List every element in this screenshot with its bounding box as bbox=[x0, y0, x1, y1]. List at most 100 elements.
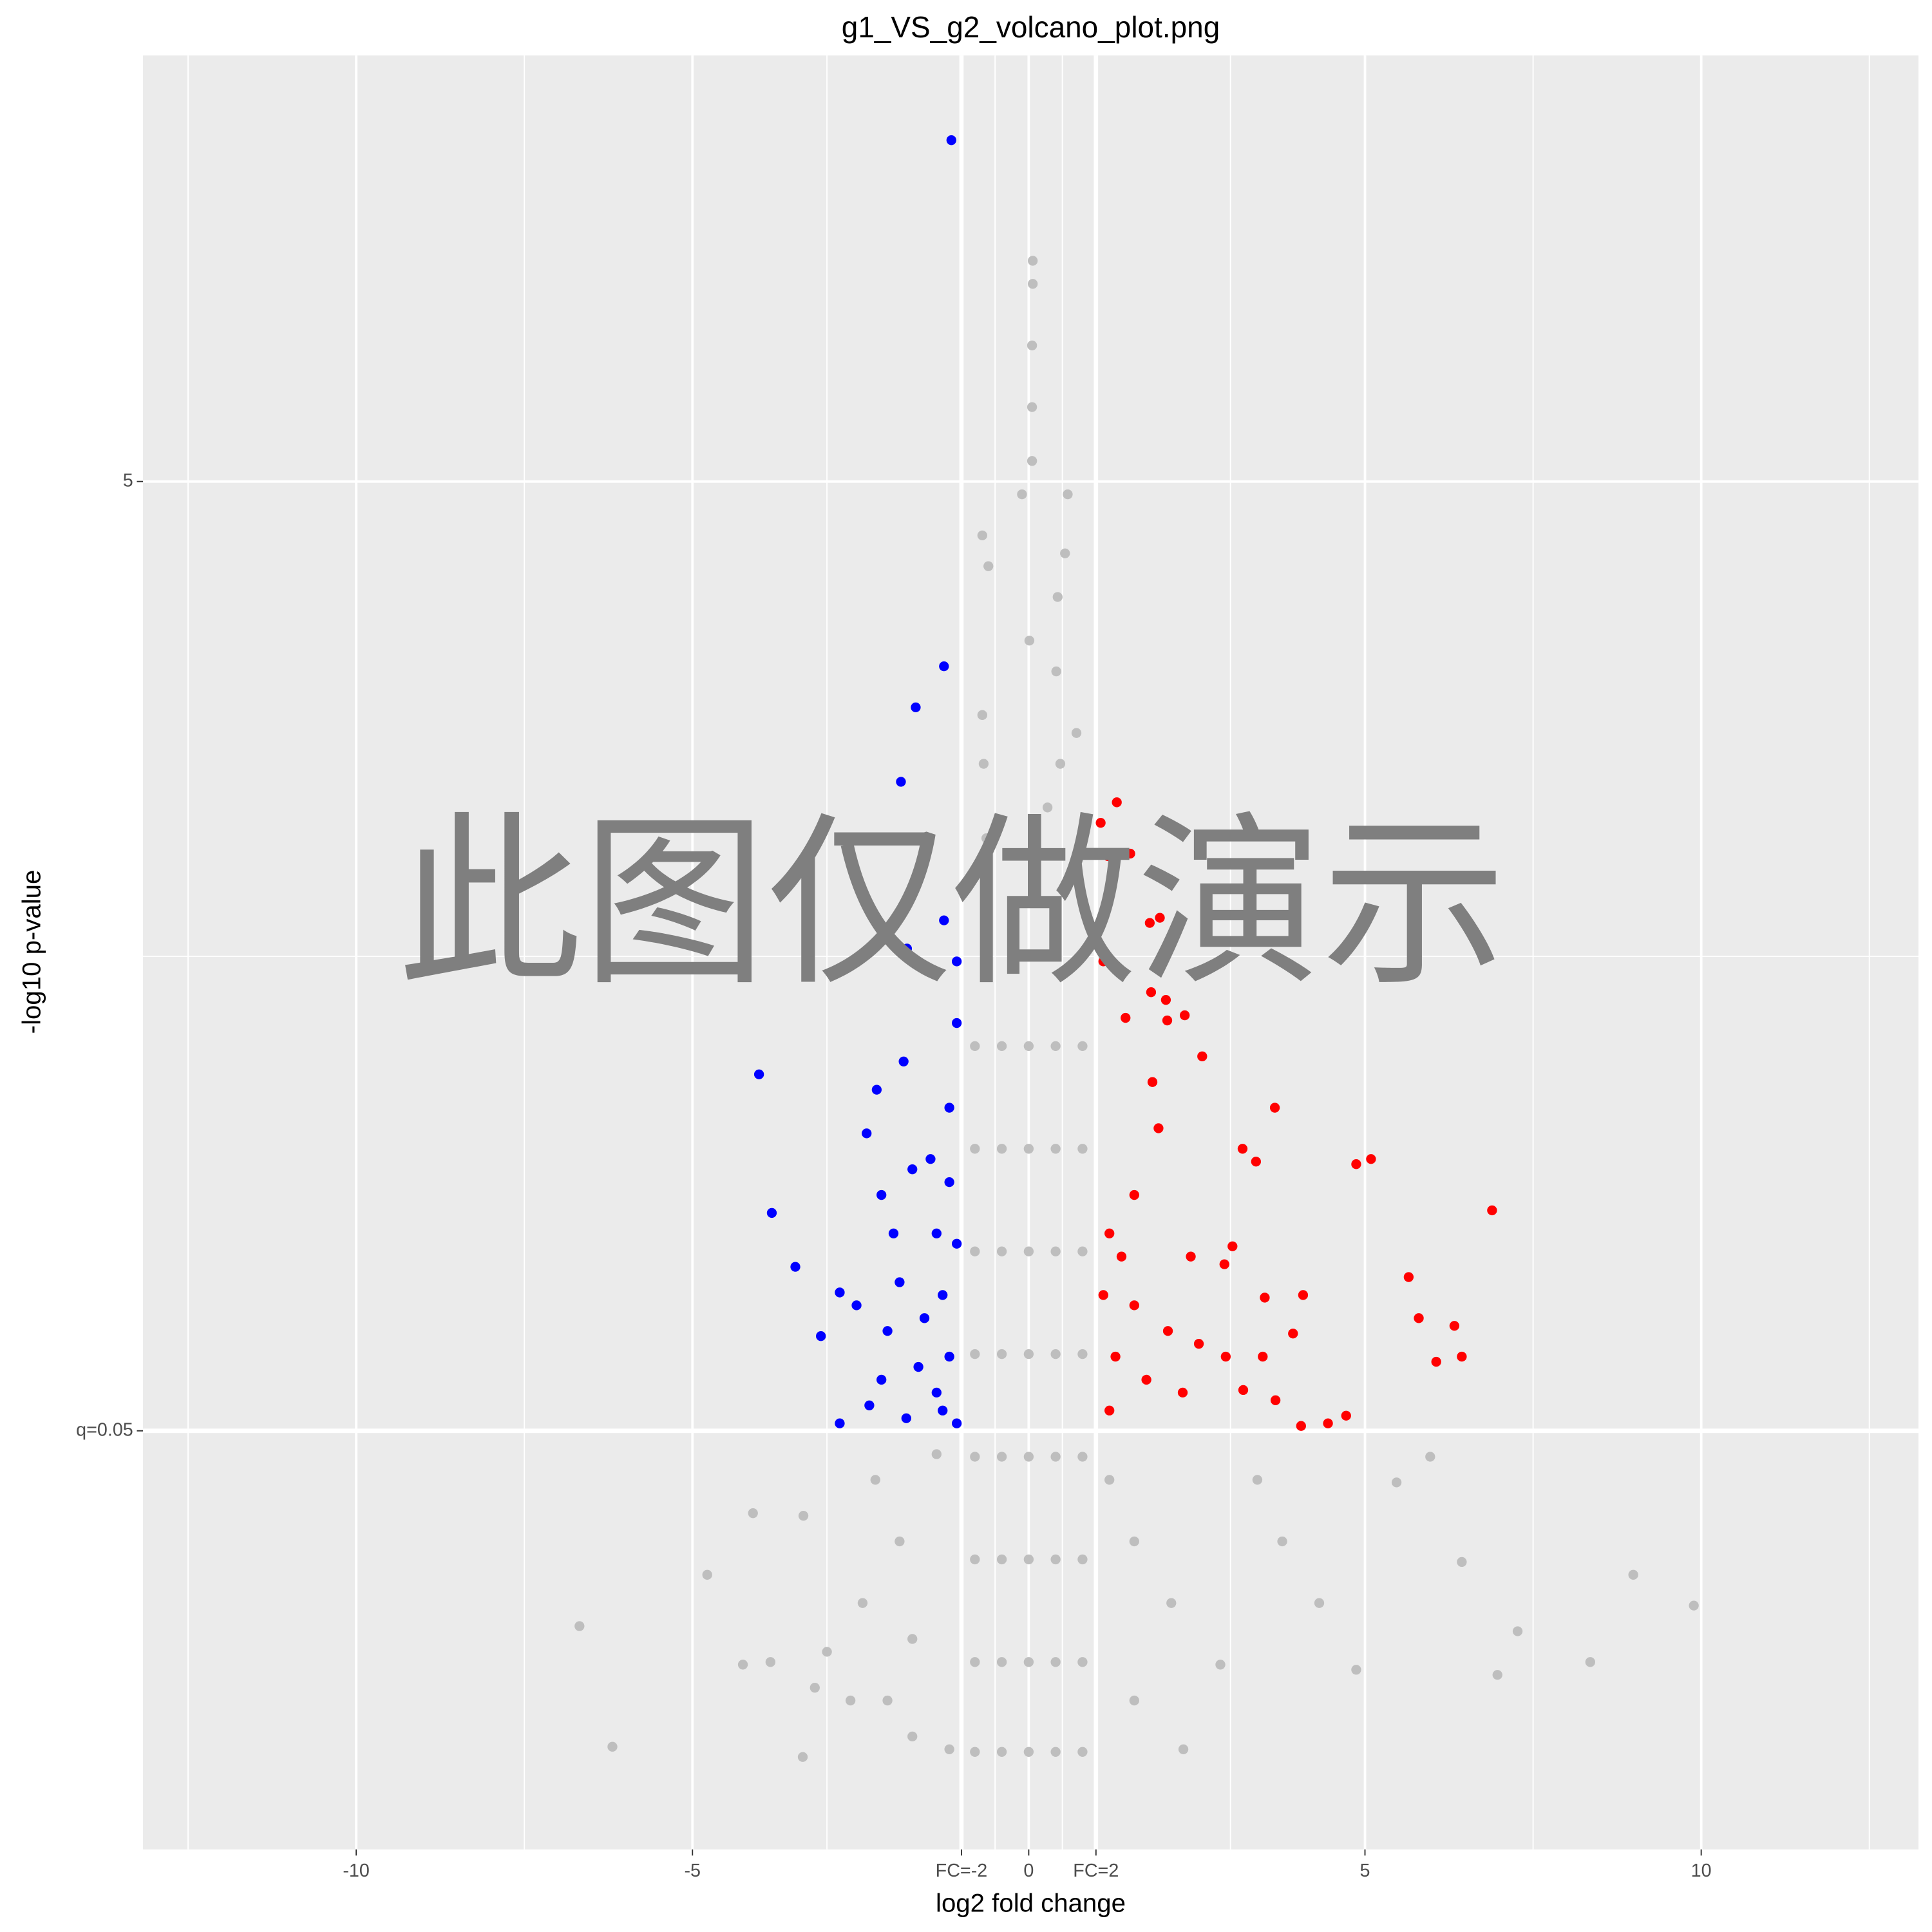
data-point bbox=[1179, 1010, 1190, 1021]
data-point bbox=[944, 1744, 954, 1754]
data-point bbox=[1129, 1300, 1139, 1311]
data-point bbox=[1298, 1290, 1309, 1300]
data-point bbox=[1129, 1695, 1139, 1706]
data-point bbox=[797, 1752, 808, 1762]
x-tick-label: 10 bbox=[1691, 1861, 1712, 1881]
data-point bbox=[1129, 1189, 1139, 1200]
data-point bbox=[970, 1452, 980, 1462]
data-point bbox=[748, 1508, 758, 1519]
data-point bbox=[876, 1189, 887, 1200]
data-point bbox=[977, 710, 987, 720]
data-point bbox=[1323, 1418, 1333, 1428]
data-point bbox=[970, 1747, 980, 1757]
data-point bbox=[1487, 1205, 1497, 1216]
data-point bbox=[574, 1621, 585, 1631]
data-point bbox=[870, 1475, 880, 1485]
data-point bbox=[970, 1657, 980, 1667]
data-point bbox=[1129, 1536, 1139, 1547]
data-point bbox=[913, 1361, 923, 1372]
data-point bbox=[970, 1246, 980, 1256]
data-point bbox=[1160, 995, 1171, 1005]
data-point bbox=[951, 1238, 962, 1249]
x-tick-label: 0 bbox=[1023, 1861, 1034, 1881]
data-point bbox=[1023, 1554, 1034, 1565]
data-point bbox=[1112, 797, 1122, 808]
data-point bbox=[1296, 1421, 1306, 1431]
data-point bbox=[1414, 1313, 1424, 1323]
data-point bbox=[1689, 1600, 1699, 1611]
data-point bbox=[1457, 1557, 1467, 1567]
data-point bbox=[1050, 1657, 1061, 1667]
data-point bbox=[1027, 340, 1037, 351]
data-point bbox=[798, 1511, 809, 1521]
data-point bbox=[996, 1246, 1007, 1256]
data-point bbox=[939, 915, 949, 925]
data-point bbox=[1366, 1154, 1376, 1164]
data-point bbox=[1457, 1351, 1467, 1362]
data-point bbox=[851, 1300, 862, 1311]
data-point bbox=[1095, 818, 1106, 828]
data-point bbox=[1027, 279, 1038, 289]
data-point bbox=[790, 1262, 800, 1272]
data-point bbox=[901, 1413, 911, 1423]
data-point bbox=[857, 1598, 868, 1608]
data-point bbox=[996, 1144, 1007, 1154]
data-point bbox=[946, 135, 956, 146]
data-point bbox=[1023, 1041, 1034, 1052]
data-point bbox=[1351, 1665, 1361, 1675]
data-point bbox=[931, 1387, 942, 1398]
data-point bbox=[944, 1103, 954, 1113]
data-point bbox=[1027, 456, 1037, 466]
data-point bbox=[1110, 1351, 1121, 1362]
data-point bbox=[996, 1349, 1007, 1359]
data-point bbox=[1050, 1144, 1061, 1154]
data-point bbox=[911, 702, 921, 713]
data-point bbox=[907, 1164, 918, 1175]
y-tick-label: q=0.05 bbox=[76, 1419, 133, 1440]
data-point bbox=[702, 1569, 712, 1580]
data-point bbox=[888, 1228, 899, 1238]
data-point bbox=[1052, 592, 1063, 602]
data-point bbox=[1166, 1598, 1177, 1608]
data-point bbox=[882, 1695, 893, 1706]
data-point bbox=[1220, 1351, 1231, 1362]
y-axis-label: -log10 p-value bbox=[17, 870, 46, 1034]
data-point bbox=[1077, 1452, 1088, 1462]
data-point bbox=[1071, 728, 1082, 738]
data-point bbox=[1104, 1475, 1115, 1485]
data-point bbox=[983, 561, 994, 571]
data-point bbox=[1193, 1339, 1204, 1349]
data-point bbox=[970, 1144, 980, 1154]
data-point bbox=[835, 1287, 845, 1298]
data-point bbox=[895, 1277, 905, 1287]
data-point bbox=[1252, 1475, 1263, 1485]
data-point bbox=[996, 1041, 1007, 1052]
data-point bbox=[1258, 1351, 1268, 1362]
data-point bbox=[1178, 1744, 1189, 1754]
x-tick-label: 5 bbox=[1360, 1861, 1370, 1881]
data-point bbox=[1116, 1251, 1127, 1262]
watermark: 此图仅做演示 bbox=[397, 800, 1506, 1007]
data-point bbox=[810, 1683, 820, 1693]
data-point bbox=[1269, 1103, 1280, 1113]
data-point bbox=[1050, 1041, 1061, 1052]
x-tick-label: -10 bbox=[343, 1861, 370, 1881]
data-point bbox=[1104, 1228, 1115, 1238]
data-point bbox=[1077, 1144, 1088, 1154]
data-point bbox=[981, 833, 992, 844]
data-point bbox=[1277, 1536, 1287, 1547]
data-point bbox=[1051, 666, 1061, 677]
x-axis-label: log2 fold change bbox=[936, 1889, 1126, 1918]
data-point bbox=[1628, 1569, 1638, 1580]
data-point bbox=[1050, 1246, 1061, 1256]
data-point bbox=[1512, 1626, 1523, 1636]
data-point bbox=[907, 1731, 918, 1742]
data-point bbox=[1121, 1012, 1131, 1023]
data-point bbox=[1063, 489, 1073, 500]
data-point bbox=[1425, 1452, 1435, 1462]
data-point bbox=[1103, 851, 1113, 862]
x-tick-label: -5 bbox=[684, 1861, 701, 1881]
data-point bbox=[931, 1228, 942, 1238]
data-point bbox=[1237, 1144, 1248, 1154]
data-point bbox=[1077, 1041, 1088, 1052]
